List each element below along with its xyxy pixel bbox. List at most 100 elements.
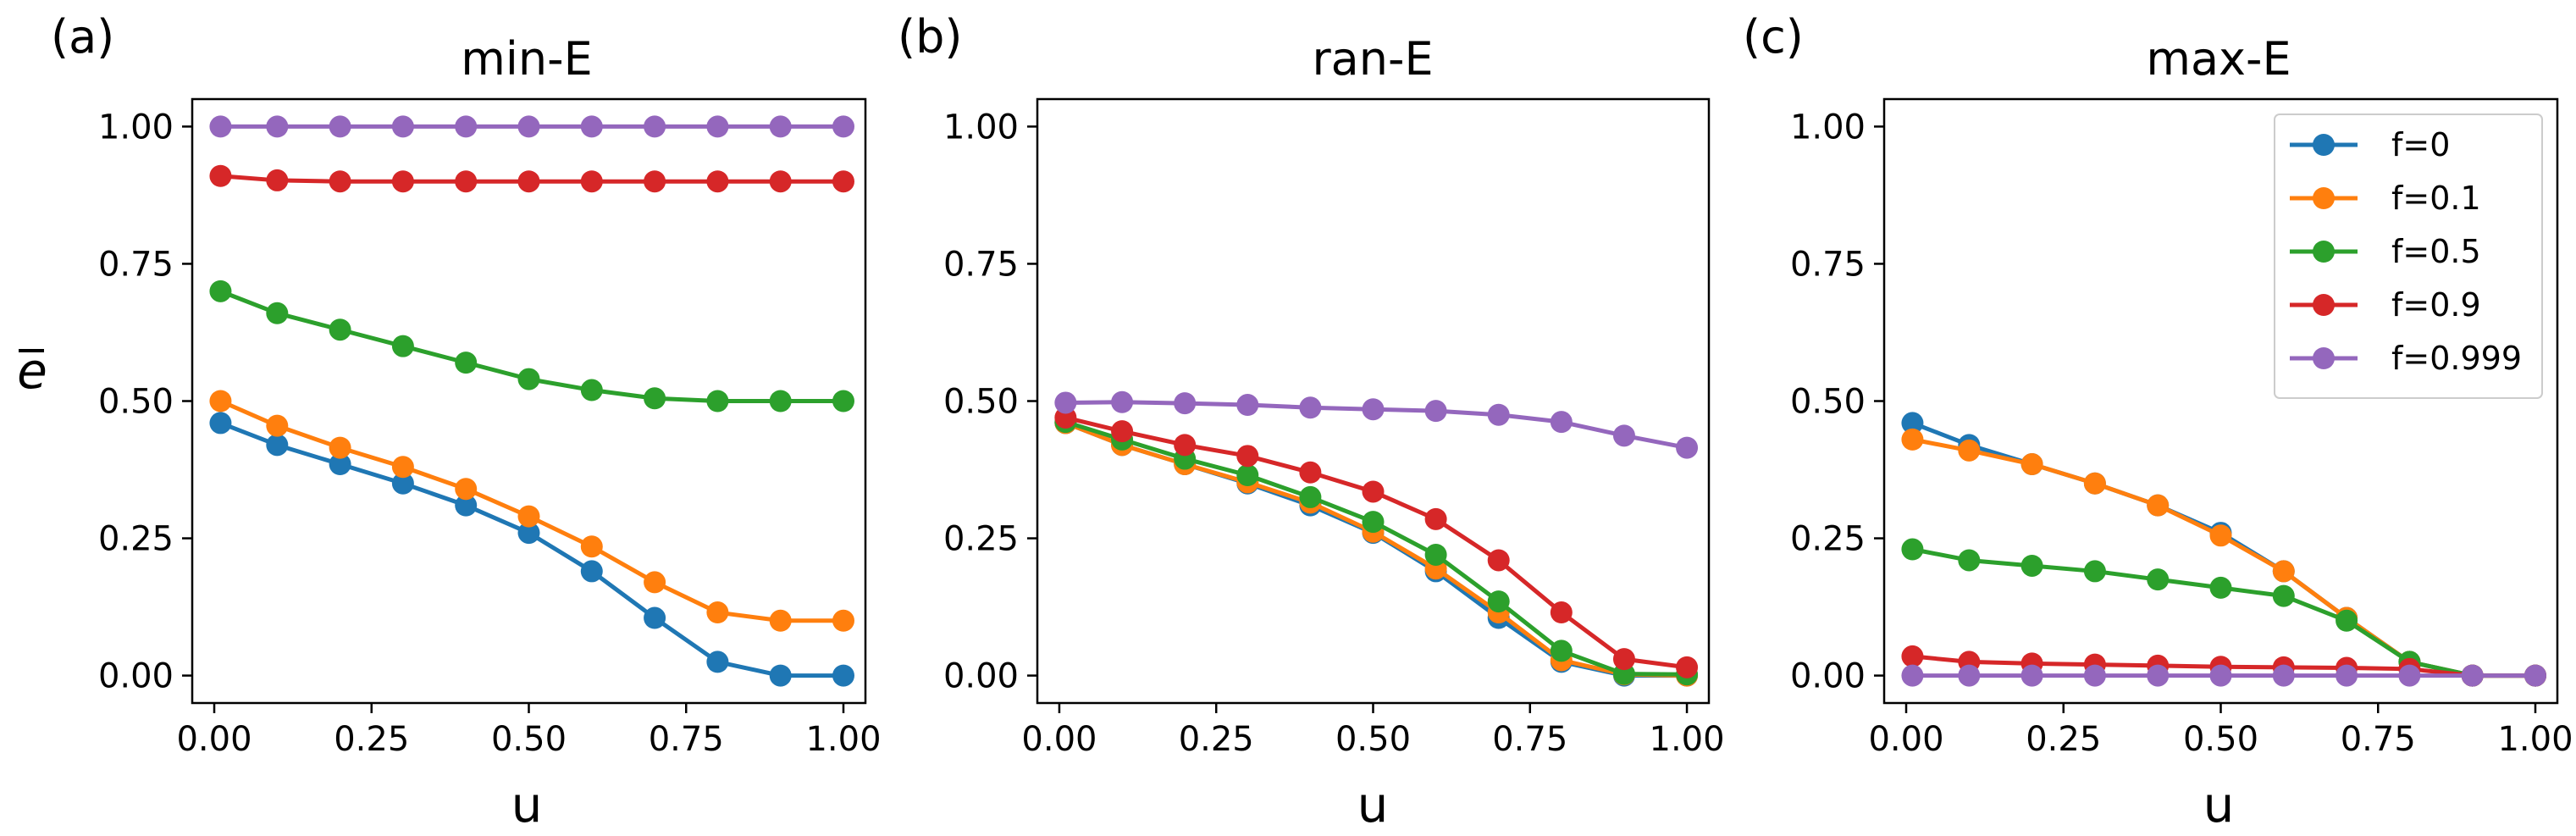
panel-b-ticks: 0.00 0.25 0.50 0.75 1.00 0.00 0.25 0.50 0.75 1.00 xyxy=(943,108,1725,759)
data-point xyxy=(391,335,414,357)
panel-b-series xyxy=(1054,390,1699,687)
x-tick-label: 0.50 xyxy=(1335,720,1411,759)
y-tick-label: 0.50 xyxy=(1790,383,1866,422)
data-point xyxy=(1958,549,1981,572)
data-point xyxy=(832,170,854,193)
data-point xyxy=(1174,392,1197,415)
data-point xyxy=(644,170,666,193)
y-tick-label: 0.75 xyxy=(943,245,1019,284)
x-tick-label: 0.75 xyxy=(649,720,724,759)
legend-label: f=0.5 xyxy=(2391,233,2481,270)
data-point xyxy=(455,170,478,193)
data-point xyxy=(1111,420,1134,443)
data-point xyxy=(2209,524,2232,547)
data-point xyxy=(1362,480,1385,503)
data-point xyxy=(706,390,729,412)
data-point xyxy=(2147,568,2170,591)
data-point xyxy=(329,436,351,459)
legend: f=0 f=0.1 f=0.5 f=0.9 f=0.999 xyxy=(2274,113,2543,399)
panel-c-ticks: 0.00 0.25 0.50 0.75 1.00 0.00 0.25 0.50 0.75 1.00 xyxy=(1790,108,2573,759)
data-point xyxy=(455,494,478,517)
data-point xyxy=(1236,394,1259,417)
panel-b-xlabel: u xyxy=(1357,776,1389,833)
data-point xyxy=(517,170,540,193)
data-point xyxy=(391,472,414,495)
data-point xyxy=(1487,590,1510,613)
data-point xyxy=(209,115,232,138)
legend-label: f=0.1 xyxy=(2391,180,2481,217)
data-point xyxy=(209,164,232,187)
data-point xyxy=(706,115,729,138)
x-tick-label: 0.00 xyxy=(1021,720,1097,759)
data-point xyxy=(2398,664,2421,687)
data-point xyxy=(2272,560,2295,583)
panel-c-title: max-E xyxy=(2146,32,2291,86)
data-point xyxy=(580,170,603,193)
data-point xyxy=(1550,639,1573,662)
data-point xyxy=(706,170,729,193)
data-point xyxy=(2336,609,2358,632)
data-point xyxy=(391,115,414,138)
legend-marker xyxy=(2313,294,2335,316)
data-point xyxy=(832,609,854,632)
legend-marker xyxy=(2313,187,2335,209)
y-axis-label: e xyxy=(17,342,47,400)
data-point xyxy=(644,571,666,594)
data-point xyxy=(1111,390,1134,413)
data-point xyxy=(769,609,792,632)
data-point xyxy=(2147,494,2170,517)
data-point xyxy=(2020,453,2043,476)
data-point xyxy=(1424,507,1447,530)
data-point xyxy=(2272,584,2295,607)
data-point xyxy=(580,535,603,558)
panel-min-e: (a) min-E u 0.00 0.25 0.50 0.75 1.00 0.00 0.25… xyxy=(51,10,882,833)
panel-a-series xyxy=(209,115,854,687)
panel-b-title: ran-E xyxy=(1312,32,1433,86)
data-point xyxy=(580,115,603,138)
data-point xyxy=(329,115,351,138)
data-point xyxy=(266,434,289,457)
data-point xyxy=(266,414,289,437)
data-point xyxy=(706,601,729,624)
x-tick-label: 0.75 xyxy=(1492,720,1567,759)
data-point xyxy=(209,280,232,302)
data-point xyxy=(1612,648,1635,671)
panel-max-e: (c) max-E u 0.00 0.25 0.50 0.75 1.00 0.00 0.25… xyxy=(1743,10,2573,833)
data-point xyxy=(1424,400,1447,423)
data-point xyxy=(2272,664,2295,687)
y-tick-label: 0.25 xyxy=(98,520,174,559)
data-point xyxy=(1550,601,1573,624)
data-point xyxy=(1550,411,1573,434)
data-point xyxy=(769,390,792,412)
data-point xyxy=(1487,403,1510,426)
data-point xyxy=(1676,656,1699,678)
panel-c-label: (c) xyxy=(1743,10,1804,64)
data-point xyxy=(769,115,792,138)
data-point xyxy=(580,379,603,401)
data-point xyxy=(1901,412,1924,435)
data-point xyxy=(2083,560,2106,583)
data-point xyxy=(517,368,540,390)
panel-a-ticks: 0.00 0.25 0.50 0.75 1.00 0.00 0.25 0.50 0.75 1.00 xyxy=(98,108,882,759)
data-point xyxy=(1362,511,1385,534)
data-point xyxy=(1901,645,1924,667)
panel-a-label: (a) xyxy=(51,10,114,64)
x-tick-label: 0.00 xyxy=(176,720,252,759)
data-point xyxy=(517,115,540,138)
data-point xyxy=(2020,664,2043,687)
data-point xyxy=(2461,664,2484,687)
data-point xyxy=(2336,664,2358,687)
legend-label: f=0.9 xyxy=(2391,286,2481,324)
data-point xyxy=(329,453,351,476)
data-point xyxy=(517,522,540,545)
data-point xyxy=(769,664,792,687)
data-point xyxy=(832,390,854,412)
data-point xyxy=(266,169,289,191)
y-tick-label: 0.00 xyxy=(943,657,1019,696)
data-point xyxy=(832,664,854,687)
data-point xyxy=(517,505,540,528)
legend-box xyxy=(2274,113,2543,399)
data-point xyxy=(832,115,854,138)
y-tick-label: 0.50 xyxy=(98,383,174,422)
series-line-f-0 xyxy=(219,421,843,678)
